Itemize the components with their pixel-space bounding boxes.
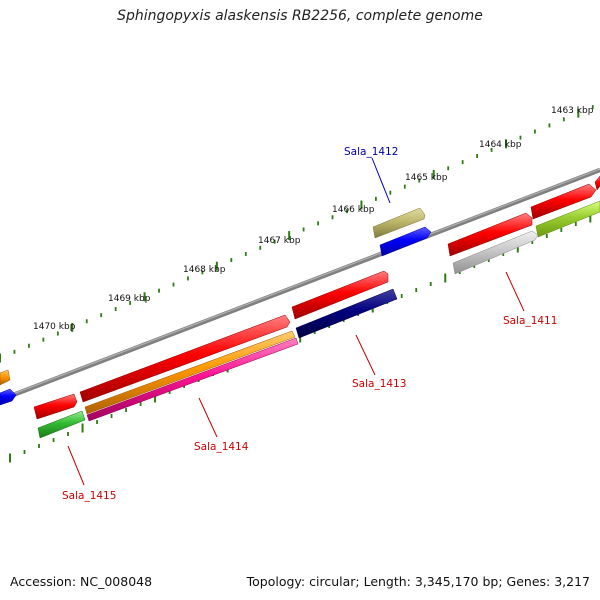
gene-arrow-blue[interactable] [0, 388, 17, 406]
tick-label-1469: 1469 kbp [108, 294, 151, 304]
accession-text: Accession: NC_008048 [10, 574, 153, 589]
gene-arrow-red[interactable] [291, 270, 389, 320]
gene-label-sala-1412[interactable]: Sala_1412 [344, 146, 398, 158]
gene-arrow-red[interactable] [33, 393, 78, 420]
tick-label-1467: 1467 kbp [258, 236, 301, 246]
tick-label-1463: 1463 kbp [551, 106, 594, 116]
gene-arrow-pink[interactable] [86, 337, 299, 422]
gene-label-sala-1414[interactable]: Sala_1414 [194, 441, 249, 453]
gene-arrow-yellowgreen[interactable] [535, 200, 600, 238]
gene-arrow-blue[interactable] [379, 226, 432, 257]
gene-arrow-red[interactable] [594, 175, 600, 191]
gene-track [0, 175, 600, 439]
genome-title: Sphingopyxis alaskensis RB2256, complete… [117, 8, 483, 24]
gene-arrow-navy[interactable] [295, 288, 398, 339]
tick-labels: 1463 kbp 1464 kbp 1465 kbp 1466 kbp 1467… [33, 106, 594, 332]
gene-arrow-green[interactable] [37, 410, 86, 439]
gene-arrow-red[interactable] [79, 314, 291, 403]
gene-arrow-khaki[interactable] [372, 207, 426, 239]
topology-summary-text: Topology: circular; Length: 3,345,170 bp… [246, 574, 590, 589]
tick-label-1464: 1464 kbp [479, 140, 522, 150]
gene-label-sala-1413[interactable]: Sala_1413 [352, 378, 406, 390]
gene-arrow-orange[interactable] [84, 330, 296, 415]
gene-arrow-gray[interactable] [452, 230, 539, 275]
gene-arrow-red[interactable] [530, 183, 597, 220]
gene-arrow-orange[interactable] [0, 369, 11, 386]
ruler-outer [0, 105, 594, 363]
gene-arrow-red[interactable] [447, 212, 533, 257]
leader-line-sala-1415 [67, 445, 85, 486]
gene-labels: Sala_1412 Sala_1411 Sala_1413 Sala_1414 … [62, 146, 557, 502]
tick-label-1468: 1468 kbp [183, 265, 226, 275]
genome-backbone-highlight [0, 168, 600, 400]
gene-label-sala-1415[interactable]: Sala_1415 [62, 490, 116, 502]
tick-label-1466: 1466 kbp [332, 205, 375, 215]
leader-line-sala-1412 [371, 157, 391, 204]
leader-line-sala-1413 [355, 334, 376, 376]
tick-label-1470: 1470 kbp [33, 322, 76, 332]
tick-label-1465: 1465 kbp [405, 173, 448, 183]
leader-line-sala-1411 [505, 271, 525, 312]
genome-backbone [0, 167, 600, 403]
gene-label-sala-1411[interactable]: Sala_1411 [503, 315, 557, 327]
gene-leader-lines [67, 157, 525, 486]
leader-line-sala-1414 [198, 397, 218, 438]
